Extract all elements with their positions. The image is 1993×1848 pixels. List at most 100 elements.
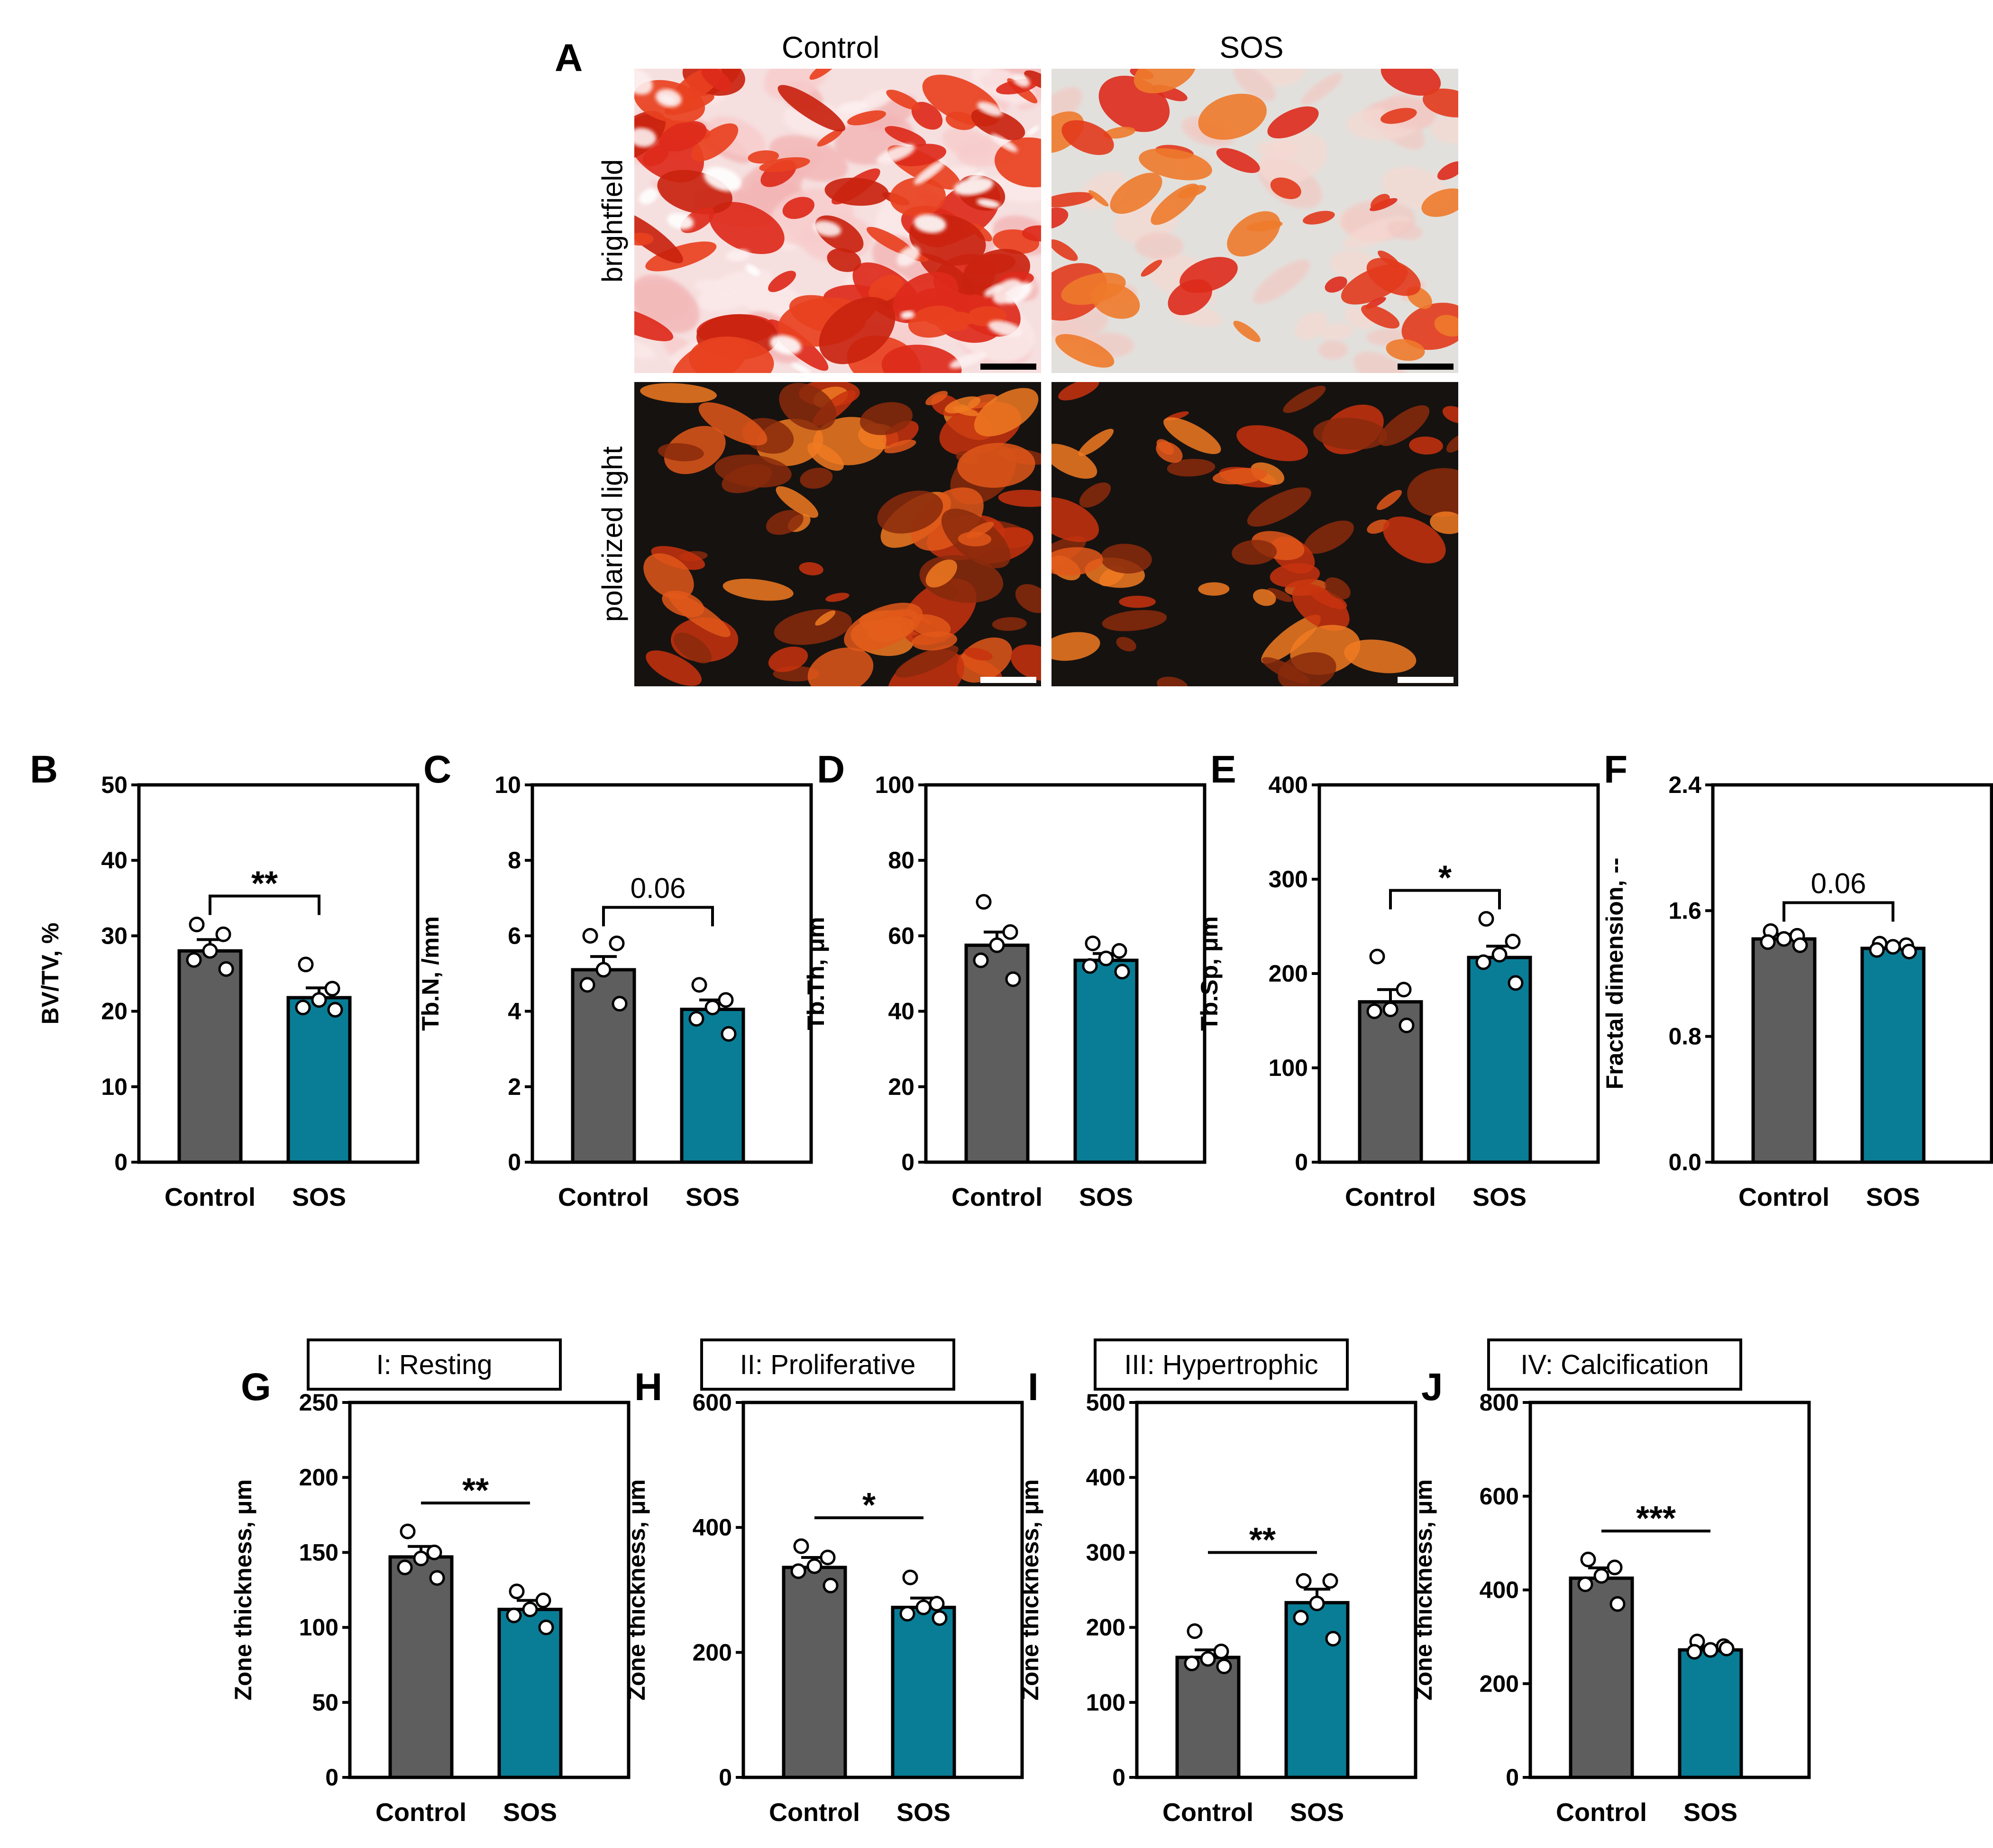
trabecula-shape bbox=[1409, 436, 1443, 455]
y-tick-label: 0.8 bbox=[1668, 1023, 1701, 1050]
y-axis-label: Tb.N, /mm bbox=[417, 916, 444, 1031]
trabecula-shape bbox=[668, 592, 731, 637]
data-point bbox=[691, 977, 707, 993]
significance-bracket bbox=[1783, 901, 1894, 922]
y-axis-label: Tb.Th, μm bbox=[803, 917, 829, 1030]
data-point bbox=[1869, 942, 1885, 958]
trabecula-shape bbox=[1256, 69, 1306, 86]
data-point bbox=[973, 952, 989, 968]
x-tick-label: Control bbox=[769, 1798, 860, 1827]
trabecula-shape bbox=[1055, 334, 1115, 368]
y-tick-label: 1.6 bbox=[1668, 897, 1701, 924]
y-tick-label: 50 bbox=[101, 772, 128, 798]
trabecula-shape bbox=[1246, 220, 1283, 232]
data-point bbox=[1213, 1643, 1229, 1659]
data-point bbox=[1580, 1551, 1596, 1567]
trabecula-shape bbox=[640, 383, 717, 403]
trabecula-shape bbox=[1353, 352, 1408, 373]
data-point bbox=[1399, 1017, 1415, 1033]
panel-letter: D bbox=[817, 748, 845, 791]
x-tick-label: Control bbox=[1556, 1798, 1647, 1827]
data-point bbox=[1508, 975, 1524, 991]
chart-h: H II: Proliferative 0 200 400 600 Zone thickne… bbox=[623, 1338, 1024, 1827]
trabecula-shape bbox=[1376, 490, 1402, 510]
trabecula-shape bbox=[1370, 194, 1390, 210]
trabecula-shape bbox=[1320, 323, 1353, 340]
y-tick-label: 2.4 bbox=[1668, 772, 1701, 798]
trabecula-shape bbox=[817, 129, 843, 147]
trabecula-shape bbox=[1051, 547, 1103, 576]
panel-letter: G bbox=[241, 1366, 271, 1409]
trabecula-shape bbox=[774, 609, 852, 645]
trabecula-shape bbox=[945, 111, 976, 130]
data-point bbox=[806, 1558, 823, 1574]
data-point bbox=[1382, 1001, 1399, 1018]
trabecula-shape bbox=[1330, 250, 1377, 279]
y-tick-label: 100 bbox=[1086, 1689, 1125, 1716]
trabecula-shape bbox=[1407, 468, 1458, 517]
panel-letter: H bbox=[634, 1366, 662, 1409]
data-point bbox=[1491, 947, 1508, 963]
trabecula-shape bbox=[954, 177, 994, 196]
trabecula-shape bbox=[1100, 544, 1152, 574]
trabecula-shape bbox=[971, 108, 1025, 140]
trabecula-shape bbox=[1304, 520, 1354, 554]
trabecula-shape bbox=[1156, 441, 1183, 463]
x-tick-label: SOS bbox=[292, 1183, 346, 1211]
data-point bbox=[1577, 1576, 1593, 1593]
trabecula-shape bbox=[984, 284, 1003, 297]
data-point bbox=[1792, 937, 1808, 953]
trabecula-shape bbox=[1233, 320, 1261, 342]
chart-b: B 0 10 20 30 40 50 BV/TV, % Control SOS ** bbox=[30, 748, 420, 1211]
y-tick-label: 0 bbox=[325, 1764, 338, 1791]
trabecula-shape bbox=[885, 126, 926, 146]
trabecula-shape bbox=[1261, 614, 1321, 664]
trabecula-shape bbox=[1301, 73, 1343, 105]
trabecula-shape bbox=[877, 491, 943, 534]
data-point bbox=[298, 956, 314, 973]
bar-sos bbox=[1073, 958, 1139, 1164]
trabecula-shape bbox=[825, 592, 850, 602]
trabecula-shape bbox=[925, 559, 957, 588]
column-header-sos: SOS bbox=[1219, 30, 1283, 64]
data-point bbox=[595, 962, 612, 978]
trabecula-shape bbox=[659, 121, 707, 152]
data-point bbox=[1396, 982, 1412, 998]
data-point bbox=[400, 1523, 416, 1539]
zone-title-box bbox=[1094, 1338, 1349, 1391]
scale-bar bbox=[1398, 364, 1454, 370]
trabecula-shape bbox=[634, 338, 656, 359]
data-point bbox=[1702, 1642, 1719, 1658]
data-point bbox=[704, 1000, 721, 1016]
trabecula-shape bbox=[990, 134, 1018, 152]
trabecula-shape bbox=[1157, 676, 1188, 686]
trabecula-shape bbox=[1015, 584, 1041, 613]
trabecula-shape bbox=[1437, 161, 1458, 181]
trabecula-shape bbox=[1079, 482, 1111, 508]
zone-title-box bbox=[1487, 1338, 1742, 1391]
trabecula-shape bbox=[651, 546, 705, 570]
x-tick-label: SOS bbox=[686, 1183, 740, 1211]
trabecula-shape bbox=[1380, 108, 1417, 124]
trabecula-shape bbox=[1051, 497, 1099, 542]
x-tick-label: SOS bbox=[503, 1798, 557, 1827]
data-point bbox=[1082, 958, 1098, 974]
trabecula-shape bbox=[1027, 126, 1039, 136]
trabecula-shape bbox=[886, 90, 920, 110]
trabecula-shape bbox=[1270, 563, 1320, 588]
x-tick-label: SOS bbox=[1866, 1183, 1920, 1211]
trabecula-shape bbox=[1387, 220, 1423, 240]
data-point bbox=[1187, 1623, 1203, 1639]
y-tick-label: 400 bbox=[1269, 772, 1308, 798]
trabecula-shape bbox=[643, 553, 694, 600]
data-point bbox=[327, 1001, 343, 1018]
trabecula-shape bbox=[1010, 644, 1041, 681]
trabecula-shape bbox=[1278, 652, 1336, 686]
data-point bbox=[1719, 1640, 1735, 1657]
x-tick-label: Control bbox=[375, 1798, 466, 1827]
significance-label: 0.06 bbox=[631, 872, 686, 904]
trabecula-shape bbox=[1051, 207, 1069, 229]
micrograph-sos-polarized bbox=[1051, 382, 1458, 686]
trabecula-shape bbox=[1422, 88, 1458, 118]
data-point bbox=[1686, 1644, 1702, 1660]
